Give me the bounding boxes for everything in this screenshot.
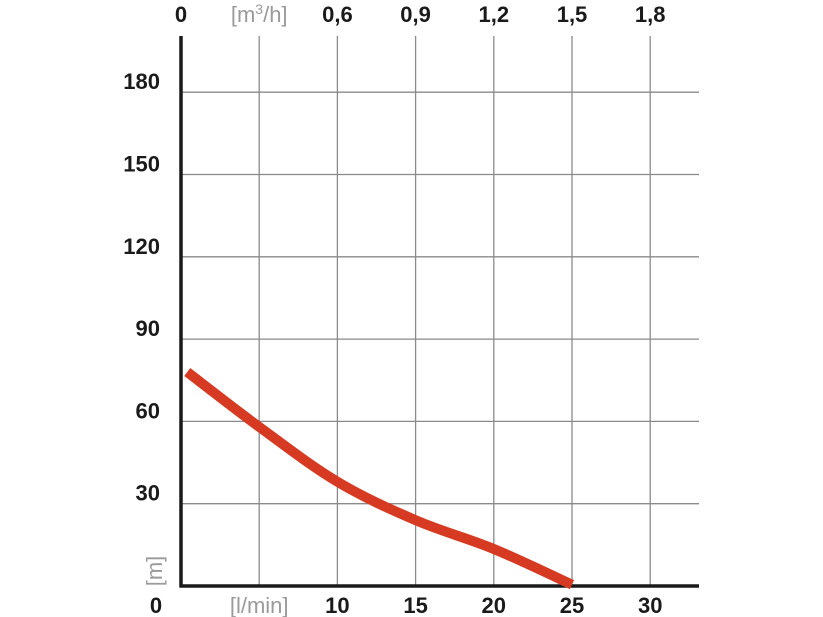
curve-layer: [184, 368, 575, 590]
x-tick-label: 20: [482, 593, 506, 617]
y-tick-label: 150: [123, 152, 160, 177]
x2-origin-label: 0: [175, 2, 187, 27]
tick-labels: 30 60 90 120 150 180 0 0 10 15 20 25 30 [l/min] 0,6 0,9…: [123, 1, 665, 617]
x2-tick-label: 1,8: [635, 2, 666, 27]
x-tick-label: 30: [638, 593, 662, 617]
x2-tick-label: 0,9: [400, 2, 431, 27]
x-tick-label: 15: [403, 593, 427, 617]
x2-tick-label: 1,5: [557, 2, 588, 27]
grid-lines: [181, 36, 699, 586]
pump-curve: [184, 368, 575, 590]
y-tick-label: 90: [136, 316, 160, 341]
x2-tick-label: 1,2: [479, 2, 510, 27]
x-unit-label: [l/min]: [230, 593, 289, 617]
x2-unit-label: [m3/h]: [231, 1, 288, 27]
x-origin-label: 0: [150, 593, 162, 617]
x-tick-label: 10: [325, 593, 349, 617]
y-unit-label: [m]: [142, 556, 167, 587]
x-tick-label: 25: [560, 593, 584, 617]
axes: [179, 36, 699, 588]
x2-tick-label: 0,6: [322, 2, 353, 27]
y-tick-label: 30: [136, 481, 160, 506]
y-tick-label: 60: [136, 398, 160, 423]
y-tick-label: 180: [123, 69, 160, 94]
y-tick-label: 120: [123, 234, 160, 259]
